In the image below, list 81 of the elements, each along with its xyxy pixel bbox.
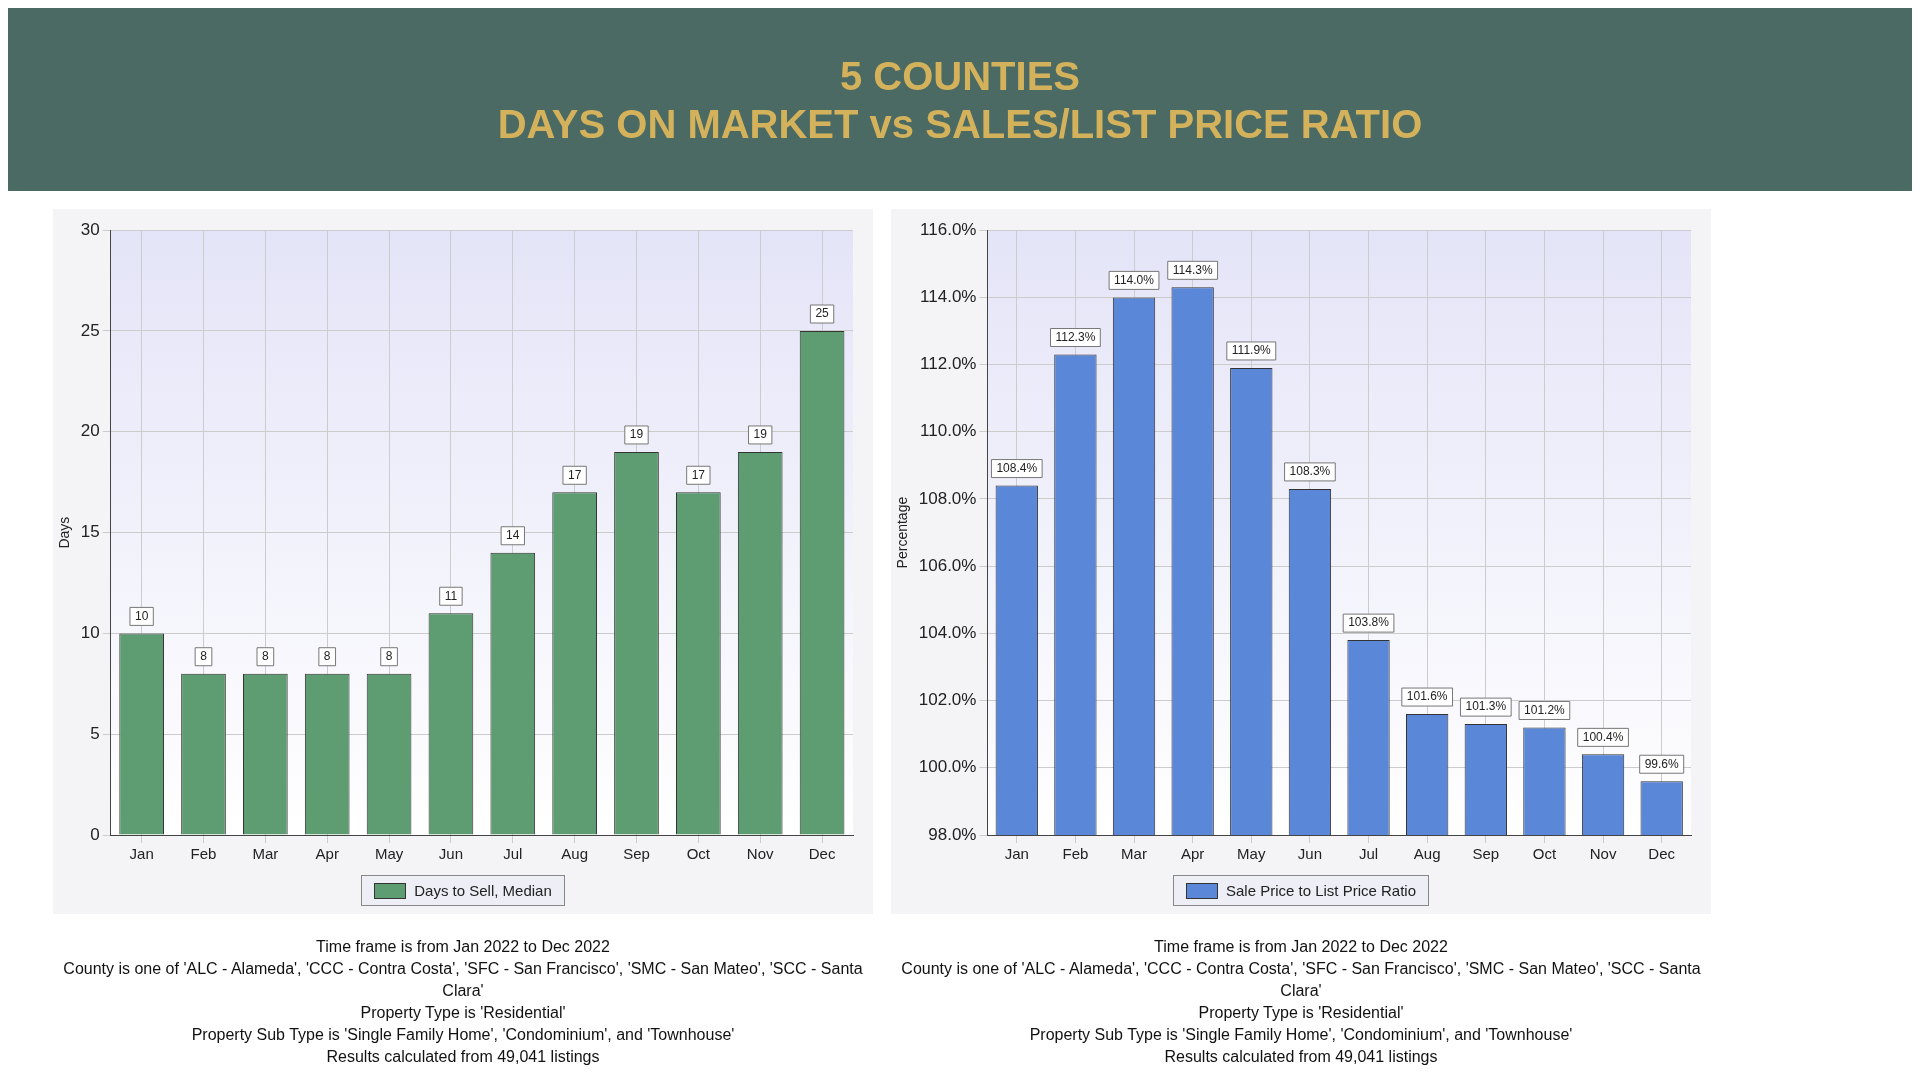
data-label: 111.9% (1231, 343, 1272, 358)
x-tick-label: Jan (1004, 845, 1029, 863)
y-tick-label: 110.0% (920, 421, 977, 441)
y-tick-label: 5 (90, 723, 100, 743)
y-tick-label: 114.0% (920, 287, 977, 307)
y-tick-label: 20 (80, 421, 100, 441)
text: Property Type is 'Residential' (359, 1003, 567, 1023)
x-tick-label: Aug (1413, 845, 1441, 863)
y-tick-label: 116.0% (920, 219, 977, 239)
data-label: 10 (134, 608, 149, 623)
x-tick-label: Dec (1648, 845, 1676, 863)
text: Property Sub Type is 'Single Family Home', 'Condominium', and 'Townhouse' (1028, 1025, 1574, 1045)
x-tick-label: Mar (252, 845, 279, 863)
data-label: 114.3% (1172, 262, 1213, 277)
text: DAYS ON MARKET vs SALES/LIST PRICE RATIO (497, 100, 1423, 148)
data-label: 17 (691, 467, 706, 482)
y-tick-label: 30 (80, 219, 100, 239)
x-tick-label: Sep (623, 845, 650, 863)
x-tick-label: Feb (190, 845, 217, 863)
x-tick-label: Aug (561, 845, 588, 863)
data-label: 103.8% (1348, 615, 1390, 630)
x-tick-label: Oct (1532, 845, 1557, 863)
y-tick-label: 100.0% (918, 757, 977, 777)
data-label: 8 (200, 649, 208, 664)
x-tick-label: Apr (315, 845, 339, 863)
x-tick-label: Jan (129, 845, 154, 863)
x-tick-label: Jul (1358, 845, 1379, 863)
data-label: 101.3% (1465, 699, 1507, 714)
text: Results calculated from 49,041 listings (325, 1047, 601, 1067)
y-tick-label: 15 (80, 522, 100, 542)
data-label: 100.4% (1582, 729, 1624, 744)
data-label: 8 (385, 649, 393, 664)
y-tick-label: 108.0% (918, 488, 977, 508)
text: Results calculated from 49,041 listings (1163, 1047, 1439, 1067)
series-label: Sale Price to List Price Ratio (1225, 882, 1417, 899)
x-tick-label: Jun (438, 845, 464, 863)
data-label: 101.6% (1406, 689, 1448, 704)
text: Time frame is from Jan 2022 to Dec 2022 (1153, 937, 1449, 957)
x-tick-label: Dec (808, 845, 836, 863)
data-label: 25 (815, 306, 830, 321)
text: Days to Sell, Median (414, 882, 552, 899)
x-tick-label: Jun (1297, 845, 1323, 863)
x-tick-label: Nov (1589, 845, 1617, 863)
x-tick-label: Mar (1121, 845, 1147, 863)
data-label: 112.3% (1055, 329, 1096, 344)
data-label: 8 (323, 649, 331, 664)
x-tick-label: Sep (1472, 845, 1500, 863)
x-tick-label: Nov (746, 845, 775, 863)
data-label: 17 (567, 467, 582, 482)
y-tick-label: 98.0% (928, 824, 977, 844)
x-tick-label: May (374, 845, 404, 863)
data-label: 108.3% (1289, 464, 1331, 479)
data-label: 8 (262, 649, 270, 664)
text: Property Sub Type is 'Single Family Home', 'Condominium', and 'Townhouse' (190, 1025, 736, 1045)
y-tick-label: 0 (90, 824, 100, 844)
data-label: 14 (506, 528, 520, 543)
data-label: 19 (629, 427, 644, 442)
text: County is one of 'ALC - Alameda', 'CCC - Contra Costa', 'SFC - San Francisco', 'SMC - San Mateo', 'SCC - Santa Clara' (900, 959, 1702, 1001)
data-label: 11 (444, 588, 458, 603)
text: County is one of 'ALC - Alameda', 'CCC - Contra Costa', 'SFC - San Francisco', 'SMC - San Mateo', 'SCC - Santa Clara' (62, 959, 864, 1001)
y-axis-title: Days (56, 516, 73, 549)
x-tick-label: May (1237, 845, 1266, 863)
data-label: 114.0% (1114, 272, 1155, 287)
text: Property Type is 'Residential' (1197, 1003, 1405, 1023)
y-tick-label: 10 (80, 623, 100, 643)
y-tick-label: 112.0% (920, 354, 977, 374)
y-tick-label: 25 (80, 320, 100, 340)
x-tick-label: Feb (1062, 845, 1089, 863)
y-axis-title: Percentage (894, 496, 911, 569)
data-label: 99.6% (1644, 756, 1680, 771)
x-tick-label: Jul (503, 845, 523, 863)
x-tick-label: Apr (1180, 845, 1205, 863)
data-label: 108.4% (996, 460, 1038, 475)
data-label: 101.2% (1524, 702, 1566, 717)
x-tick-label: Oct (686, 845, 711, 863)
text: Time frame is from Jan 2022 to Dec 2022 (315, 937, 611, 957)
text: 5 COUNTIES (839, 52, 1081, 100)
y-tick-label: 104.0% (918, 623, 977, 643)
y-tick-label: 102.0% (918, 690, 977, 710)
y-tick-label: 106.0% (918, 555, 977, 575)
data-label: 19 (753, 427, 768, 442)
